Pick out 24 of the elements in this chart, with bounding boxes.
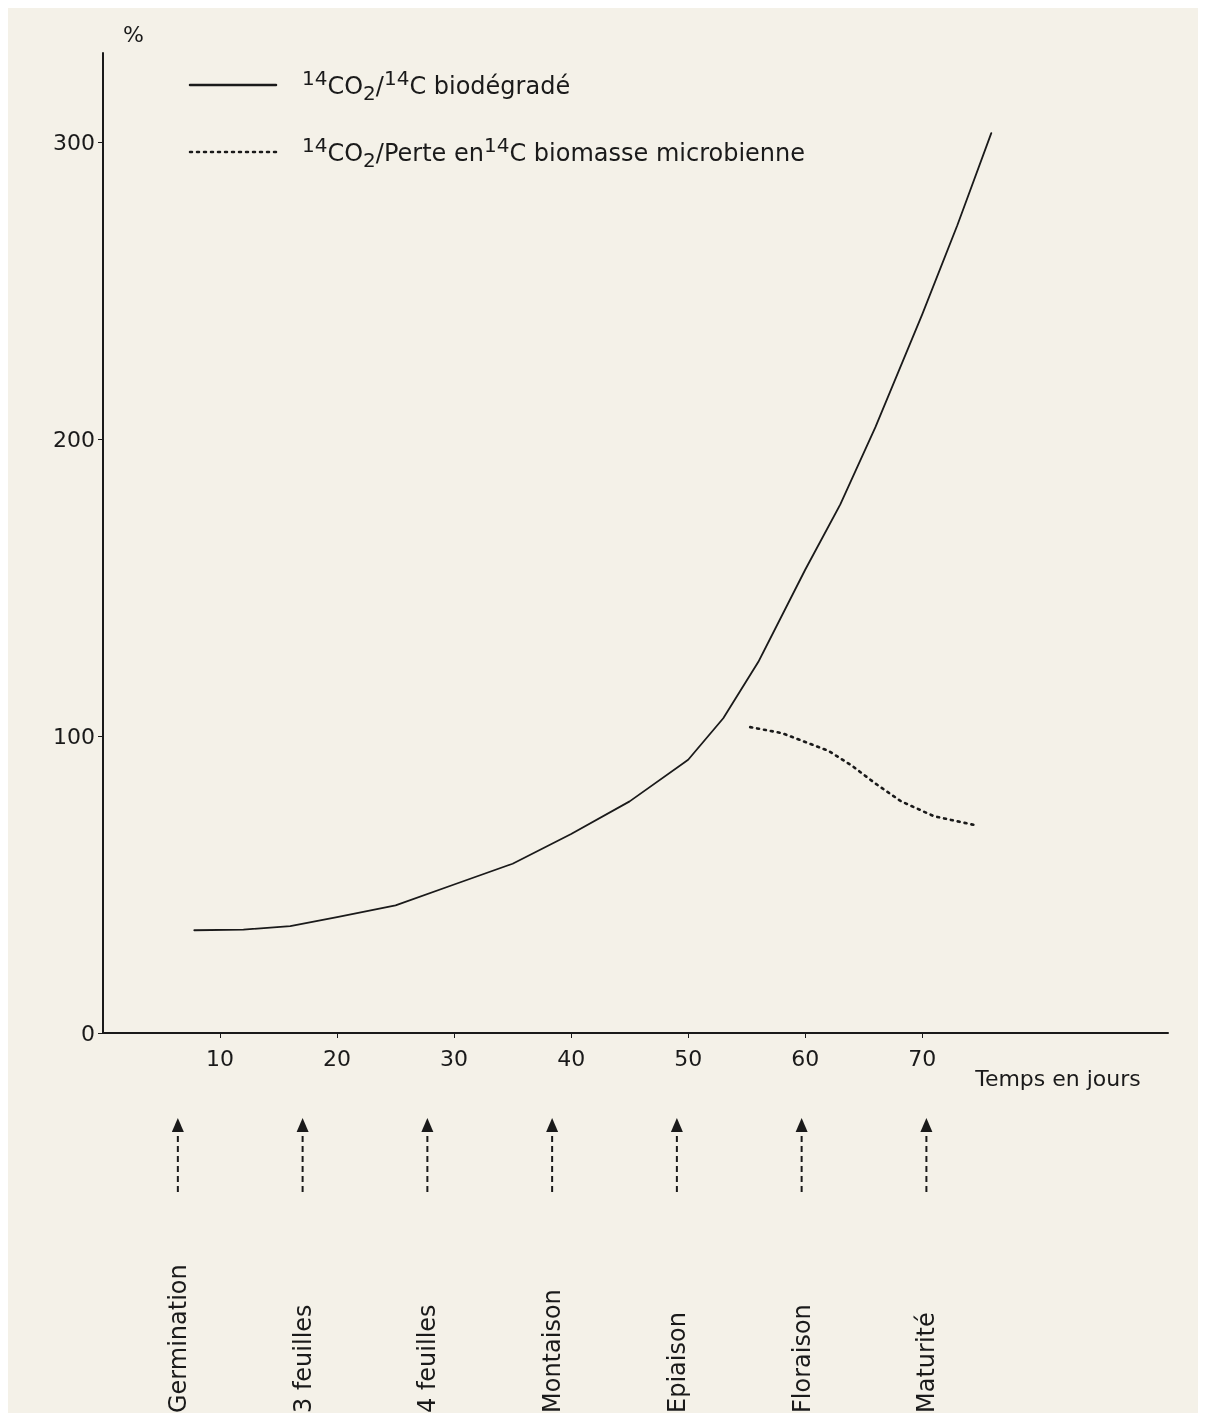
- x-tick-label: 10: [206, 1045, 235, 1071]
- text: Maturité: [912, 1312, 941, 1413]
- y-tick-label: 100: [53, 723, 95, 749]
- line-series: [748, 725, 977, 827]
- x-tick-label: 40: [557, 1045, 586, 1071]
- y-axis-title: %: [123, 21, 144, 47]
- y-tick-label: 0: [81, 1020, 95, 1046]
- y-tick-label: 300: [53, 129, 95, 155]
- y-tick-label: 200: [53, 426, 95, 452]
- x-tick-label: 70: [908, 1045, 937, 1071]
- x-axis-title: Temps en jours: [974, 1065, 1141, 1091]
- text: Germination: [163, 1264, 192, 1413]
- text: 4 feuilles: [413, 1304, 442, 1413]
- line-series: [193, 132, 993, 932]
- x-tick-label: 50: [674, 1045, 703, 1071]
- x-tick-label: 20: [323, 1045, 352, 1071]
- legend-label: $^{14}$CO$_{2}$/$^{14}$C biodégradé: [302, 65, 571, 107]
- text: 3 feuilles: [288, 1304, 317, 1413]
- text: Montaison: [538, 1289, 567, 1413]
- text: Floraison: [787, 1304, 816, 1413]
- x-tick-label: 60: [791, 1045, 820, 1071]
- x-tick-label: 30: [440, 1045, 469, 1071]
- legend-label: $^{14}$CO$_{2}$/Perte en$^{14}$C biomasse microbienne: [302, 131, 806, 174]
- text: Epiaison: [662, 1312, 691, 1413]
